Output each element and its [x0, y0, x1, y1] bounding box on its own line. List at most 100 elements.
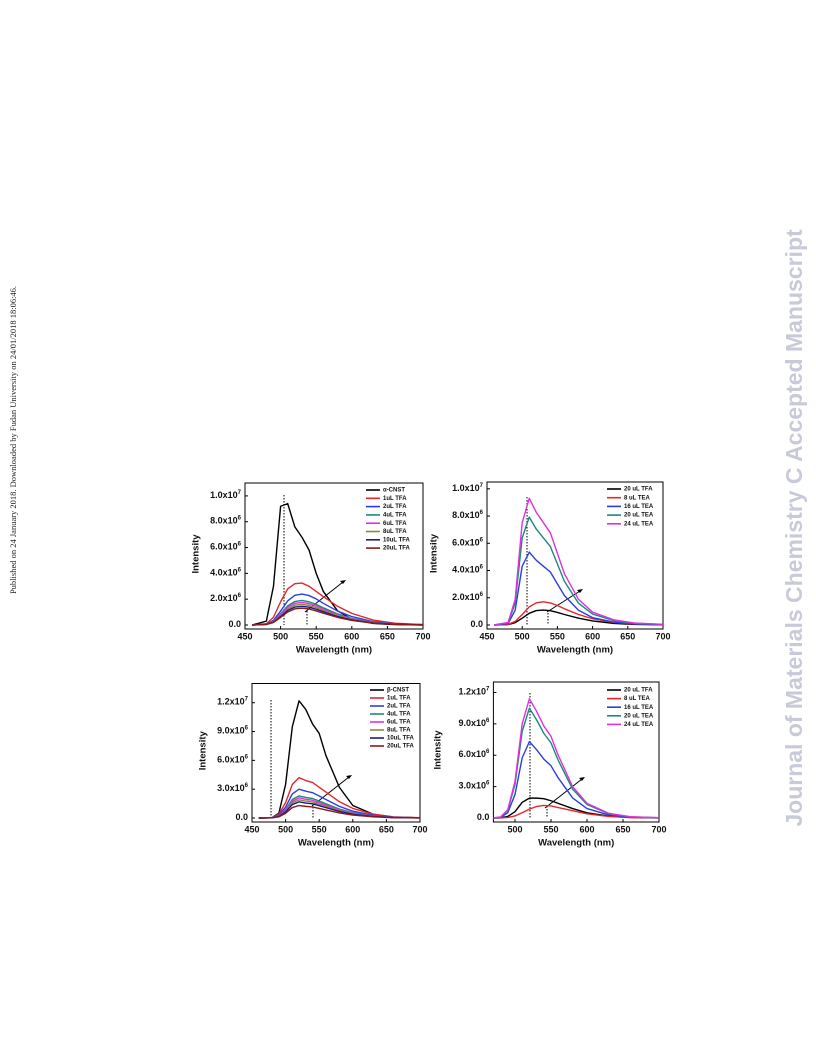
tick-exponent: 7 — [245, 696, 249, 702]
y-tick-label: 8.0x106 — [210, 515, 242, 526]
tick-mantissa: 0.0 — [477, 812, 490, 822]
spectrum-line — [252, 593, 424, 626]
y-tick-label: 2.0x106 — [452, 591, 484, 602]
tick-exponent: 6 — [238, 593, 242, 599]
y-tick-label: 0.0 — [235, 812, 248, 822]
tick-mantissa: 3.0x10 — [459, 781, 487, 791]
y-tick-label: 6.0x106 — [459, 749, 491, 760]
x-tick-label: 650 — [620, 631, 635, 641]
tick-exponent: 7 — [486, 686, 490, 692]
x-tick-label: 450 — [237, 631, 252, 641]
spectrum-line — [258, 788, 421, 819]
tick-exponent: 6 — [486, 780, 490, 786]
y-tick-label: 1.0x107 — [452, 482, 484, 493]
legend-label: 1uL TFA — [383, 496, 407, 502]
y-axis-label: Intensity — [433, 730, 444, 770]
y-tick-label: 9.0x106 — [459, 717, 491, 728]
x-tick-label: 450 — [244, 824, 259, 834]
tick-mantissa: 4.0x10 — [210, 568, 238, 578]
x-tick-label: 650 — [379, 824, 394, 834]
spectrum-line — [493, 516, 664, 626]
tick-mantissa: 9.0x10 — [217, 726, 245, 736]
x-tick-label: 500 — [507, 824, 522, 834]
spectrum-line — [493, 698, 660, 819]
legend-label: 16 uL TEA — [624, 705, 654, 711]
legend-label: β-CNST — [387, 688, 409, 694]
tick-exponent: 6 — [480, 564, 484, 570]
chart-panel: 450 500 550 600 650 7000.02.0x1064.0x1066.0x1… — [429, 481, 671, 656]
legend-label: 8uL TFA — [387, 728, 411, 734]
x-tick-label: 600 — [345, 824, 360, 834]
legend-label: α-CNST — [383, 488, 405, 494]
y-tick-label: 6.0x106 — [217, 754, 249, 765]
y-tick-label: 3.0x106 — [459, 780, 491, 791]
arrow-head — [346, 775, 352, 779]
y-tick-label: 4.0x106 — [452, 564, 484, 575]
plot-frame — [486, 481, 664, 630]
trend-arrow — [546, 590, 581, 613]
tick-mantissa: 2.0x10 — [210, 594, 238, 604]
legend-label: 1uL TFA — [387, 696, 411, 702]
x-tick-label: 500 — [515, 631, 530, 641]
legend-label: 20 uL TEA — [624, 513, 654, 519]
tick-mantissa: 8.0x10 — [210, 516, 238, 526]
legend-label: 20uL TFA — [387, 744, 415, 750]
legend-label: 4uL TFA — [387, 712, 411, 718]
tick-exponent: 6 — [480, 510, 484, 516]
trend-arrow — [544, 778, 583, 809]
x-tick-label: 500 — [273, 631, 288, 641]
tick-mantissa: 0.0 — [470, 619, 483, 629]
tick-exponent: 6 — [480, 591, 484, 597]
plot-frame — [244, 482, 424, 630]
tick-mantissa: 1.0x10 — [452, 483, 480, 493]
y-tick-label: 0.0 — [228, 619, 241, 629]
legend-label: 8 uL TEA — [624, 696, 651, 702]
y-tick-label: 0.0 — [470, 619, 483, 629]
tick-mantissa: 3.0x10 — [217, 784, 245, 794]
y-axis-label: Intensity — [198, 731, 209, 771]
x-tick-label: 550 — [550, 631, 565, 641]
legend-label: 20 uL TEA — [624, 713, 654, 719]
tick-mantissa: 9.0x10 — [459, 718, 487, 728]
plot-frame — [251, 683, 421, 823]
legend-label: 2uL TFA — [387, 704, 411, 710]
spectrum-line — [252, 607, 424, 626]
tick-exponent: 6 — [245, 725, 249, 731]
y-tick-label: 2.0x106 — [210, 593, 242, 604]
y-tick-label: 3.0x106 — [217, 783, 249, 794]
legend-label: 24 uL TEA — [624, 722, 654, 728]
chart-panel: 450 500 550 600 650 7000.03.0x1066.0x1069.0x1… — [198, 683, 428, 849]
x-tick-label: 600 — [579, 824, 594, 834]
tick-mantissa: 1.0x10 — [210, 490, 238, 500]
tick-mantissa: 6.0x10 — [210, 542, 238, 552]
y-axis-label: Intensity — [429, 533, 440, 573]
tick-exponent: 6 — [238, 567, 242, 573]
x-tick-label: 700 — [415, 631, 430, 641]
tick-mantissa: 0.0 — [228, 619, 241, 629]
spectrum-line — [258, 700, 421, 819]
x-tick-label: 600 — [585, 631, 600, 641]
tick-exponent: 6 — [486, 749, 490, 755]
legend-label: 24 uL TEA — [624, 521, 654, 527]
spectrum-line — [493, 497, 664, 626]
tick-exponent: 7 — [480, 482, 484, 488]
journal-banner: Journal of Materials Chemistry C Accepte… — [781, 229, 807, 827]
legend-label: 6uL TFA — [387, 720, 411, 726]
legend-label: 8 uL TEA — [624, 495, 651, 501]
x-tick-label: 600 — [344, 631, 359, 641]
x-tick-label: 700 — [412, 824, 427, 834]
x-axis-label: Wavelength (nm) — [538, 838, 614, 849]
plot-frame — [492, 681, 660, 823]
x-tick-label: 550 — [543, 824, 558, 834]
tick-mantissa: 0.0 — [235, 812, 248, 822]
download-note: Published on 24 January 2018. Downloaded… — [8, 286, 18, 594]
tick-mantissa: 6.0x10 — [459, 750, 487, 760]
tick-exponent: 6 — [245, 754, 249, 760]
legend-label: 20 uL TFA — [624, 487, 653, 493]
spectrum-line — [494, 601, 664, 626]
tick-exponent: 6 — [486, 717, 490, 723]
legend-label: 6uL TFA — [383, 521, 407, 527]
y-tick-label: 1.0x107 — [210, 489, 242, 500]
